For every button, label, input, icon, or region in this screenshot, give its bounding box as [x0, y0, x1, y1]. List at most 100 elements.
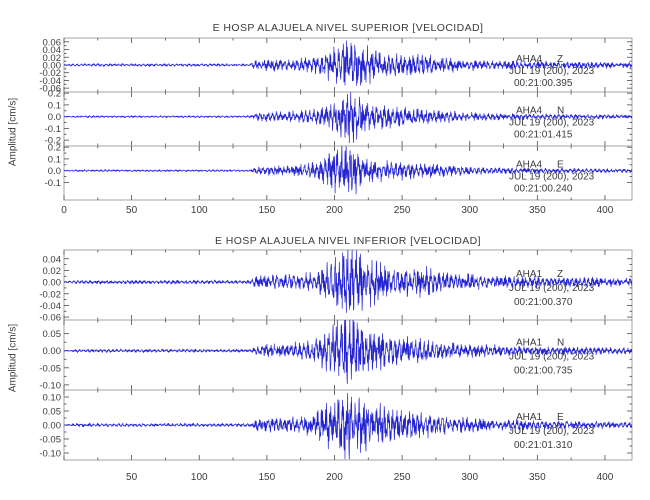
date-label: JUL 19 (200), 2023	[509, 426, 595, 437]
svg-text:0.10: 0.10	[43, 393, 62, 404]
y-tick-labels: 0.20.10.0-0.1-0.2	[45, 89, 61, 147]
svg-text:-0.05: -0.05	[39, 435, 61, 446]
svg-text:150: 150	[259, 472, 276, 483]
channel-label: E	[557, 160, 564, 171]
svg-text:0.00: 0.00	[43, 346, 62, 357]
svg-text:0.0: 0.0	[48, 112, 61, 123]
svg-text:0.0: 0.0	[48, 166, 61, 177]
station-label: AHA4	[516, 160, 543, 171]
svg-text:0.02: 0.02	[43, 266, 62, 277]
svg-text:0.00: 0.00	[43, 278, 62, 289]
date-label: JUL 19 (200), 2023	[509, 118, 595, 129]
channel-label: Z	[557, 269, 563, 280]
y-tick-labels: 0.20.10.0-0.1	[45, 143, 61, 189]
time-label: 00:21:01.415	[514, 130, 573, 141]
svg-text:350: 350	[529, 205, 546, 216]
waveform-AHA4-N	[64, 92, 632, 144]
station-label: AHA1	[516, 412, 543, 423]
svg-text:100: 100	[191, 205, 208, 216]
station-label: AHA4	[516, 106, 543, 117]
svg-text:0.04: 0.04	[43, 45, 62, 56]
svg-text:-0.2: -0.2	[45, 136, 61, 147]
waveform-AHA4-Z	[64, 40, 632, 86]
svg-text:400: 400	[597, 472, 614, 483]
svg-text:-0.06: -0.06	[39, 313, 61, 324]
svg-text:100: 100	[191, 472, 208, 483]
trace-annotation: AHA1 E JUL 19 (200), 2023 00:21:01.310	[509, 412, 595, 451]
station-label: AHA1	[516, 338, 543, 349]
svg-text:0.2: 0.2	[48, 89, 61, 100]
svg-text:-0.1: -0.1	[45, 178, 61, 189]
svg-text:250: 250	[394, 472, 411, 483]
svg-text:-0.06: -0.06	[39, 84, 61, 95]
waveform-AHA1-N	[64, 320, 632, 385]
trace-annotation: AHA1 N JUL 19 (200), 2023 00:21:00.735	[509, 338, 595, 377]
svg-text:0.06: 0.06	[43, 37, 62, 48]
svg-text:-0.10: -0.10	[39, 380, 61, 391]
channel-label: N	[557, 106, 564, 117]
svg-text:0.1: 0.1	[48, 100, 61, 111]
trace-frame	[63, 145, 633, 201]
waveform-AHA4-E	[64, 146, 632, 195]
station-label: AHA1	[516, 269, 543, 280]
svg-text:0.04: 0.04	[43, 254, 62, 265]
svg-text:50: 50	[126, 472, 138, 483]
time-label: 00:21:00.240	[514, 184, 573, 195]
svg-text:0.05: 0.05	[43, 407, 62, 418]
svg-text:0.00: 0.00	[43, 421, 62, 432]
time-label: 00:21:00.395	[514, 78, 573, 89]
svg-text:350: 350	[529, 472, 546, 483]
svg-text:-0.10: -0.10	[39, 449, 61, 460]
svg-text:0.1: 0.1	[48, 154, 61, 165]
svg-text:150: 150	[259, 205, 276, 216]
svg-text:-0.02: -0.02	[39, 68, 61, 79]
tick-marks	[63, 320, 632, 390]
tick-marks	[63, 92, 632, 146]
trace-annotation: AHA1 Z JUL 19 (200), 2023 00:21:00.370	[509, 269, 595, 308]
waveform-AHA1-E	[64, 393, 632, 460]
panel-title-superior: E HOSP ALAJUELA NIVEL SUPERIOR [VELOCIDA…	[212, 22, 484, 34]
svg-text:0.00: 0.00	[43, 61, 62, 72]
svg-text:250: 250	[394, 205, 411, 216]
waveform-AHA1-Z	[64, 250, 632, 314]
svg-text:-0.02: -0.02	[39, 289, 61, 300]
time-label: 00:21:00.735	[514, 366, 573, 377]
svg-text:-0.04: -0.04	[39, 301, 61, 312]
svg-text:-0.05: -0.05	[39, 363, 61, 374]
svg-text:300: 300	[461, 472, 478, 483]
date-label: JUL 19 (200), 2023	[509, 172, 595, 183]
channel-label: N	[557, 338, 564, 349]
time-label: 00:21:01.310	[514, 440, 573, 451]
tick-marks	[63, 390, 632, 460]
y-tick-labels: 0.05 0.00 -0.05 -0.10	[39, 329, 61, 391]
x-tick-labels: 0 50 100 150 200 250 300 350 400	[61, 205, 614, 216]
date-label: JUL 19 (200), 2023	[509, 66, 595, 77]
svg-text:0.05: 0.05	[43, 329, 62, 340]
channel-label: Z	[557, 54, 563, 65]
y-tick-labels: 0.10 0.05 0.00 -0.05 -0.10	[39, 393, 61, 460]
svg-text:200: 200	[326, 205, 343, 216]
svg-text:300: 300	[461, 205, 478, 216]
channel-label: E	[557, 412, 564, 423]
svg-text:0.2: 0.2	[48, 143, 61, 154]
svg-text:0.02: 0.02	[43, 53, 62, 64]
svg-text:-0.04: -0.04	[39, 76, 61, 87]
time-label: 00:21:00.370	[514, 297, 573, 308]
y-tick-labels: 0.060.040.020.00-0.02-0.04-0.06	[39, 37, 61, 94]
tick-marks	[63, 250, 632, 320]
svg-text:50: 50	[126, 205, 138, 216]
y-tick-labels: 0.040.020.00-0.02-0.04-0.06	[39, 254, 61, 323]
date-label: JUL 19 (200), 2023	[509, 352, 595, 363]
station-label: AHA4	[516, 54, 543, 65]
tick-marks	[63, 38, 632, 92]
panel-title-inferior: E HOSP ALAJUELA NIVEL INFERIOR [VELOCIDA…	[215, 235, 481, 247]
svg-text:200: 200	[326, 472, 343, 483]
svg-text:0: 0	[61, 205, 67, 216]
x-tick-labels: 50 100 150 200 250 300 350 400	[126, 472, 614, 483]
svg-text:400: 400	[597, 205, 614, 216]
